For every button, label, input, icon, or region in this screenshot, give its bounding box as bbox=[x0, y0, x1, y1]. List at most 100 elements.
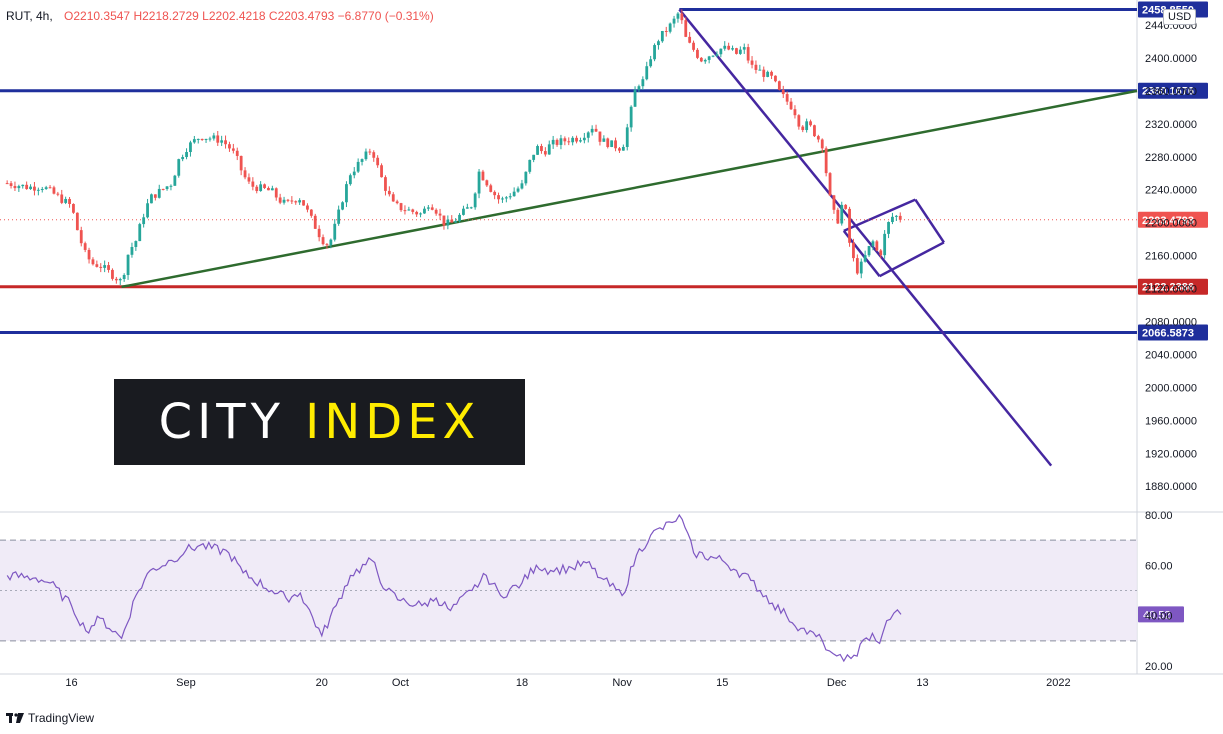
candle-body bbox=[660, 30, 664, 42]
low-value: L2202.4218 bbox=[202, 9, 266, 23]
price-tick-label: 1880.0000 bbox=[1145, 481, 1197, 493]
price-label-box bbox=[1138, 324, 1208, 341]
candle-body bbox=[824, 148, 828, 174]
candle-body bbox=[731, 48, 734, 50]
candle-body bbox=[504, 197, 508, 199]
candle-body bbox=[329, 239, 333, 246]
candle-body bbox=[493, 191, 497, 196]
candle-body bbox=[411, 209, 415, 212]
candle-body bbox=[380, 165, 383, 178]
candle-body bbox=[200, 138, 204, 140]
candle-body bbox=[126, 254, 130, 275]
candle-body bbox=[582, 137, 586, 141]
candle-body bbox=[68, 198, 71, 204]
candle-body bbox=[489, 185, 493, 192]
candle-body bbox=[239, 155, 243, 171]
time-tick-label: Oct bbox=[392, 677, 409, 689]
candle-body bbox=[134, 241, 138, 248]
candle-body bbox=[816, 136, 820, 140]
candle-body bbox=[91, 259, 95, 265]
price-tick-label: 2040.0000 bbox=[1145, 349, 1197, 361]
candle-body bbox=[40, 189, 44, 191]
open-value: O2210.3547 bbox=[64, 9, 131, 23]
candle-body bbox=[364, 151, 368, 160]
candle-body bbox=[36, 189, 40, 191]
candle-body bbox=[185, 152, 188, 158]
candle-body bbox=[680, 13, 684, 21]
candle-body bbox=[692, 42, 695, 50]
close-value: C2203.4793 bbox=[268, 9, 335, 23]
candle-body bbox=[715, 54, 719, 56]
candle-body bbox=[672, 18, 676, 24]
candle-body bbox=[746, 47, 750, 61]
candle-body bbox=[793, 109, 797, 116]
candle-body bbox=[668, 23, 672, 32]
candle-body bbox=[341, 202, 344, 210]
candle-body bbox=[130, 247, 134, 255]
time-tick-label: Nov bbox=[612, 677, 632, 689]
candle-body bbox=[235, 150, 239, 156]
candle-body bbox=[832, 195, 836, 210]
candle-body bbox=[820, 139, 824, 149]
candle-body bbox=[212, 135, 216, 139]
axis-labels: 2440.00002400.00002360.00002320.00002280… bbox=[65, 20, 1197, 689]
price-tick-label: 2280.0000 bbox=[1145, 152, 1197, 164]
candle-body bbox=[44, 187, 48, 190]
tradingview-branding[interactable]: TradingView bbox=[6, 711, 94, 725]
candle-body bbox=[465, 207, 469, 209]
candle-body bbox=[294, 201, 298, 203]
candle-body bbox=[898, 215, 902, 220]
candle-body bbox=[532, 154, 536, 160]
candle-body bbox=[306, 205, 309, 210]
candle-body bbox=[25, 184, 29, 190]
candle-body bbox=[836, 209, 840, 224]
candle-body bbox=[122, 274, 126, 279]
candle-body bbox=[524, 171, 528, 184]
candle-body bbox=[754, 64, 758, 70]
candle-body bbox=[333, 223, 337, 240]
trendline bbox=[121, 89, 1138, 289]
candle-body bbox=[298, 200, 302, 203]
candle-body bbox=[368, 151, 372, 153]
candle-body bbox=[103, 265, 107, 268]
candle-body bbox=[555, 139, 559, 145]
price-label-box bbox=[1138, 278, 1208, 295]
candle-body bbox=[352, 171, 356, 176]
candle-body bbox=[735, 48, 738, 54]
candle-body bbox=[111, 269, 114, 279]
candle-body bbox=[579, 140, 582, 142]
watermark-part1: CITY bbox=[158, 394, 306, 450]
candle-body bbox=[407, 209, 411, 211]
candle-body bbox=[859, 261, 863, 274]
candle-body bbox=[649, 59, 653, 67]
currency-button[interactable]: USD bbox=[1163, 9, 1197, 25]
watermark-part2: INDEX bbox=[305, 394, 481, 450]
candle-body bbox=[356, 161, 360, 172]
candle-body bbox=[52, 187, 56, 194]
candle-body bbox=[118, 278, 122, 281]
price-tick-label: 2400.0000 bbox=[1145, 53, 1197, 65]
candle-body bbox=[146, 203, 149, 218]
candle-body bbox=[809, 121, 812, 126]
candle-body bbox=[309, 209, 313, 216]
rsi-tick-label: 60.00 bbox=[1145, 560, 1173, 572]
candle-body bbox=[458, 214, 461, 222]
candle-body bbox=[766, 71, 770, 77]
candle-body bbox=[501, 198, 504, 200]
candle-body bbox=[321, 237, 325, 245]
candle-body bbox=[384, 177, 387, 191]
candle-body bbox=[274, 188, 278, 198]
candle-body bbox=[255, 186, 259, 192]
candle-body bbox=[848, 208, 851, 243]
candle-body bbox=[481, 171, 485, 181]
candle-body bbox=[774, 75, 777, 82]
candle-body bbox=[114, 278, 118, 281]
candle-body bbox=[516, 188, 520, 192]
candle-body bbox=[399, 203, 403, 211]
price-tick-label: 2200.0000 bbox=[1145, 218, 1197, 230]
candle-body bbox=[243, 170, 247, 178]
tradingview-label: TradingView bbox=[28, 711, 95, 725]
candle-body bbox=[157, 188, 161, 198]
candle-body bbox=[801, 126, 805, 131]
